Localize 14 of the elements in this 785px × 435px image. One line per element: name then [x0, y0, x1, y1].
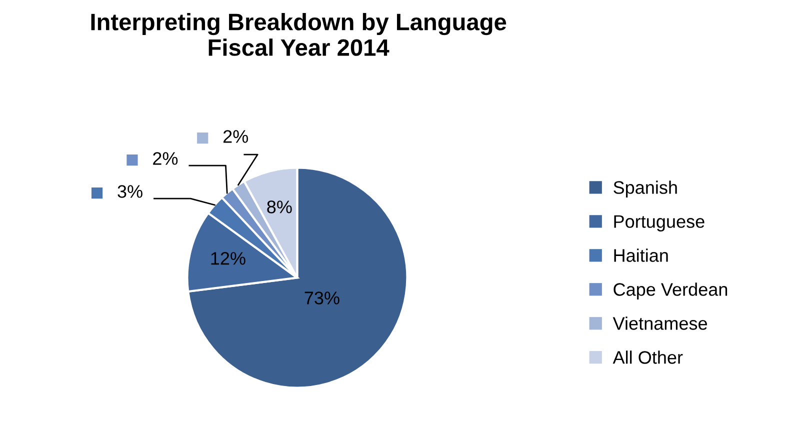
legend-label: Spanish: [614, 180, 677, 198]
data-label: 12%: [211, 252, 246, 265]
legend-label: Vietnamese: [612, 316, 707, 330]
pie-slice: [187, 166, 408, 389]
legend-label: Haitian: [614, 248, 668, 262]
chart-title: Interpreting Breakdown by Language Fiscal Year 2014: [91, 13, 506, 56]
legend-label: Portuguese: [614, 215, 704, 232]
data-label: 73%: [304, 292, 340, 304]
data-label: 8%: [267, 200, 292, 214]
data-label: 3%: [118, 185, 142, 198]
legend-label: Cape Verdean: [614, 282, 728, 300]
legend-label: All Other: [612, 350, 683, 364]
data-label: 2%: [153, 152, 178, 165]
data-label: 2%: [223, 130, 248, 143]
